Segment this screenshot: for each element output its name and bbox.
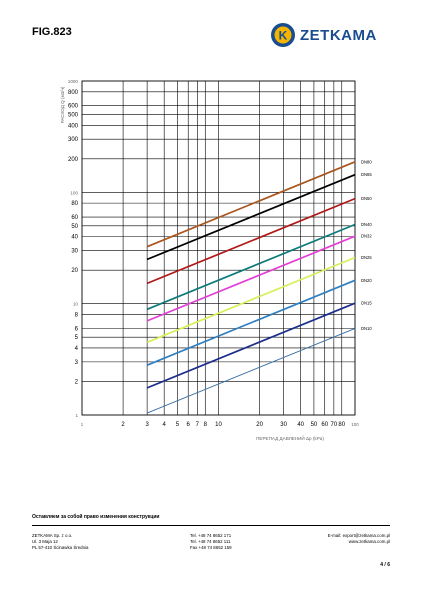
footer-note: Оставляем за собой право изменения конст… <box>32 514 160 520</box>
x-tick-label: 6 <box>187 422 191 428</box>
y-tick-label: 80 <box>71 201 78 207</box>
series-line-dn25 <box>146 256 356 344</box>
y-axis-label: РАСХОД Q (м3/ч) <box>60 86 65 123</box>
series-label-dn50: DN50 <box>361 196 372 201</box>
chart-labels: 1 2 3 4 5 6 7 8 10 20 30 40 50 60 70 80 1001234568102030… <box>68 79 373 428</box>
y-tick-label: 5 <box>75 335 79 341</box>
y-tick-label: 6 <box>75 326 79 332</box>
x-tick-label: 1 <box>81 422 84 427</box>
series-label-dn32: DN32 <box>361 234 372 239</box>
y-tick-label: 40 <box>71 235 78 241</box>
x-tick-label: 8 <box>204 422 208 428</box>
y-tick-label: 300 <box>68 137 79 143</box>
series-line-dn32 <box>146 235 356 322</box>
series-line-dn50 <box>146 197 356 285</box>
zetkama-logo-icon: K <box>271 23 295 47</box>
x-axis-label: ПЕРЕПАД ДАВЛЕНИЙ Δp (kPa) <box>256 434 324 441</box>
y-tick-label: 500 <box>68 113 79 119</box>
y-tick-label: 1 <box>75 413 78 418</box>
footer-divider <box>32 525 390 526</box>
y-tick-label: 8 <box>75 312 79 318</box>
y-tick-label: 20 <box>71 268 78 274</box>
y-tick-label: 1000 <box>68 79 79 84</box>
x-tick-label: 20 <box>256 422 263 428</box>
y-tick-label: 30 <box>71 249 78 255</box>
x-tick-label: 10 <box>215 422 222 428</box>
brand-logo: K ZETKAMA <box>270 22 377 48</box>
x-tick-label: 50 <box>311 422 318 428</box>
series-line-dn80 <box>146 161 356 248</box>
series-line-dn65 <box>146 173 356 261</box>
x-tick-label: 5 <box>176 422 180 428</box>
series-label-dn15: DN15 <box>361 301 372 306</box>
brand-name: ZETKAMA <box>300 26 377 44</box>
x-tick-label: 2 <box>121 422 125 428</box>
figure-label: FIG.823 <box>32 26 72 38</box>
chart-grid <box>81 80 356 416</box>
y-tick-label: 50 <box>71 224 78 230</box>
x-tick-label: 3 <box>145 422 149 428</box>
series-label-dn40: DN40 <box>361 222 372 227</box>
series-line-dn10 <box>146 327 356 414</box>
series-label-dn10: DN10 <box>361 326 372 331</box>
series-label-dn25: DN25 <box>361 255 372 260</box>
y-tick-label: 400 <box>68 123 79 129</box>
x-tick-label: 80 <box>338 422 345 428</box>
x-tick-label: 40 <box>297 422 304 428</box>
y-tick-label: 10 <box>73 302 79 307</box>
y-tick-label: 200 <box>68 157 79 163</box>
y-tick-label: 800 <box>68 90 79 96</box>
series-line-dn20 <box>146 279 356 366</box>
logo-letter: K <box>279 29 288 43</box>
company-phones: Tel. +48 74 8652 171 Tel. +48 74 8652 11… <box>190 533 232 550</box>
series-label-dn80: DN80 <box>361 159 372 164</box>
flow-chart: 1 2 3 4 5 6 7 8 10 20 30 40 50 60 70 80 1001234568102030… <box>60 79 373 441</box>
series-label-dn20: DN20 <box>361 278 372 283</box>
x-tick-label: 4 <box>163 422 167 428</box>
series-line-dn40 <box>146 223 356 311</box>
series-line-dn15 <box>146 302 356 389</box>
company-address: ZETKAMA Sp. z o.o. Ul. 3 Maja 12 PL 57-4… <box>32 533 89 550</box>
y-tick-label: 2 <box>75 379 79 385</box>
x-tick-label: 100 <box>351 422 359 427</box>
y-tick-label: 100 <box>70 190 78 195</box>
y-tick-label: 600 <box>68 104 79 110</box>
page-number: 4 / 6 <box>380 562 390 568</box>
y-tick-label: 3 <box>75 360 79 366</box>
series-label-dn65: DN65 <box>361 172 372 177</box>
y-tick-label: 60 <box>71 215 78 221</box>
x-tick-label: 70 <box>331 422 338 428</box>
company-contact: E-mail: export@zetkama.com.pl www.zetkam… <box>327 533 390 544</box>
y-tick-label: 4 <box>75 346 79 352</box>
x-tick-label: 60 <box>321 422 328 428</box>
chart-series <box>146 161 356 414</box>
x-tick-label: 30 <box>280 422 287 428</box>
x-tick-label: 7 <box>196 422 200 428</box>
